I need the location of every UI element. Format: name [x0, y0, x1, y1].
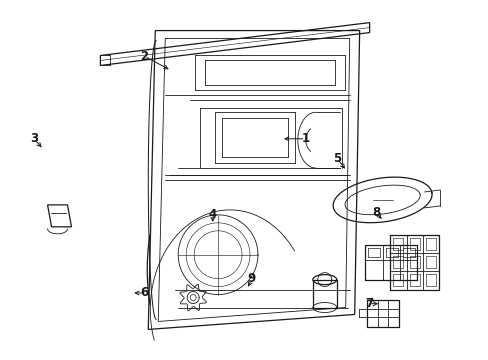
Text: 3: 3 [30, 132, 38, 145]
Text: 5: 5 [332, 152, 341, 165]
Text: 7: 7 [364, 297, 372, 310]
Text: 9: 9 [247, 272, 255, 285]
Text: 4: 4 [208, 208, 217, 221]
Text: 2: 2 [140, 50, 148, 63]
Text: 8: 8 [371, 206, 380, 219]
Text: 6: 6 [140, 287, 148, 300]
Text: 1: 1 [301, 132, 309, 145]
